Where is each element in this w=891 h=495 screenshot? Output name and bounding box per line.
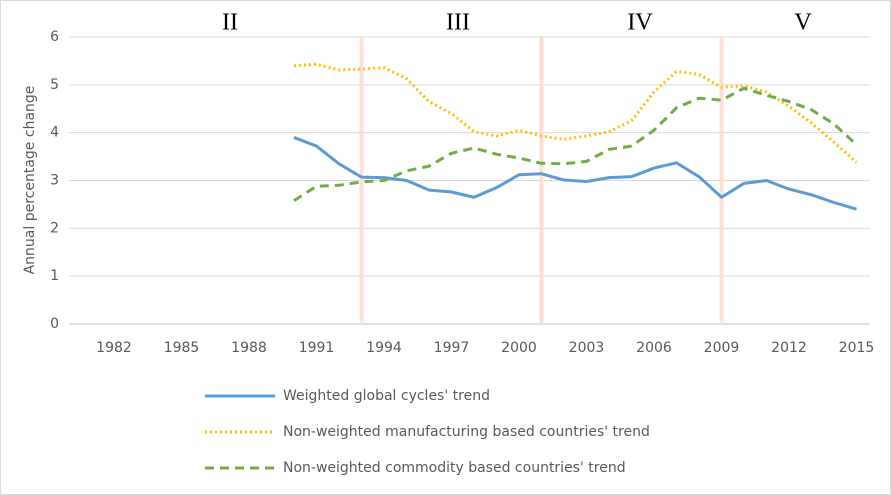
y-tick-label: 5 [50,77,59,93]
x-tick-label: 2000 [501,340,537,356]
x-tick-label: 1985 [164,340,200,356]
period-label: IV [627,10,653,36]
series-line [293,62,858,164]
x-tick-label: 2012 [771,340,807,356]
legend-label: Non-weighted manufacturing based countri… [283,424,650,440]
x-tick-label: 1982 [96,340,132,356]
period-label: V [794,10,812,36]
y-tick-label: 2 [50,220,59,236]
y-axis-label: Annual percentage change [22,86,38,275]
x-tick-label: 2006 [636,340,672,356]
x-tick-label: 2015 [839,340,875,356]
x-tick-label: 1994 [366,340,402,356]
x-tick-label: 2009 [704,340,740,356]
legend-label: Weighted global cycles' trend [283,388,490,404]
period-label: III [446,10,470,36]
x-tick-label: 1997 [434,340,470,356]
y-tick-label: 4 [50,125,59,141]
x-tick-label: 1991 [299,340,335,356]
y-tick-label: 3 [50,173,59,189]
x-tick-label: 2003 [569,340,605,356]
y-tick-label: 1 [50,268,59,284]
legend-label: Non-weighted commodity based countries' … [283,460,626,476]
y-tick-label: 6 [50,29,59,45]
x-tick-label: 1988 [231,340,267,356]
series-line [293,86,858,202]
y-tick-label: 0 [50,316,59,332]
period-label: II [222,10,238,36]
